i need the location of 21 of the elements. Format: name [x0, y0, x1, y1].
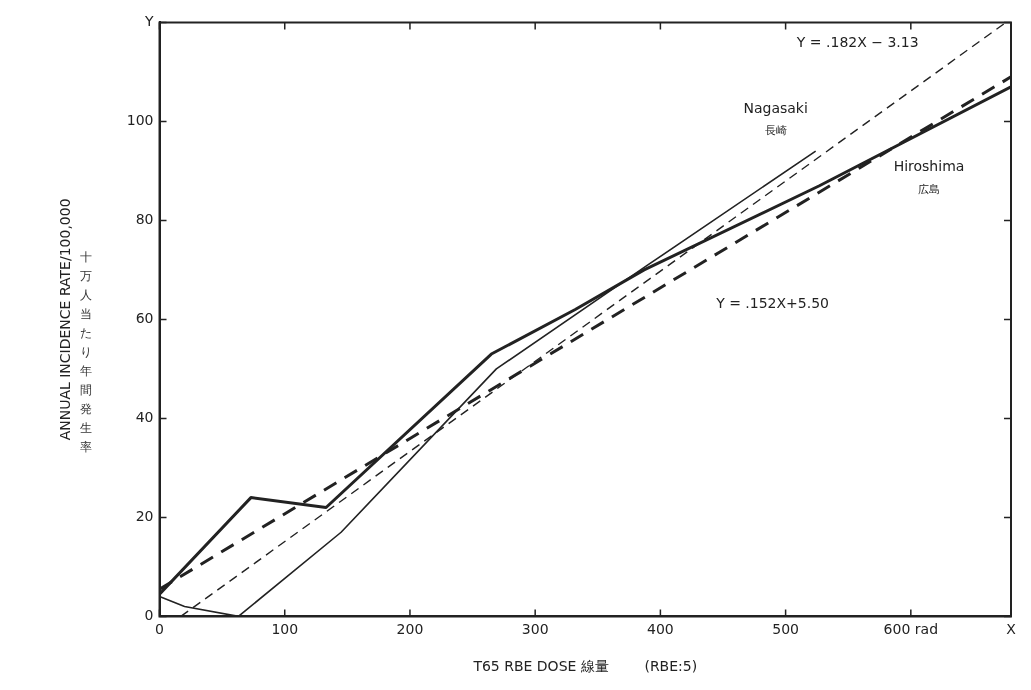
- x-tick-label: 300: [521, 621, 549, 638]
- series-label: Nagasaki 長崎: [743, 99, 808, 137]
- series-label: Hiroshima 広島: [893, 158, 965, 196]
- x-tick-label: 500: [772, 621, 799, 638]
- y-tick-label: 100: [126, 112, 154, 129]
- annotation: Y = .182X − 3.13: [795, 33, 919, 50]
- annotation: Y = .152X+5.50: [715, 295, 830, 312]
- x-tick-label: 400: [647, 621, 674, 638]
- x-tick-label: 200: [396, 621, 424, 638]
- y-tick-label: 60: [135, 310, 154, 327]
- x-tick-label: 600 rad: [883, 621, 939, 638]
- y-tick-label: 80: [135, 211, 154, 228]
- y-tick-label: 20: [135, 508, 154, 525]
- text: 十万人当たり年間発生率: [80, 250, 92, 454]
- x-axis-title: T65 RBE DOSE 線量 (RBE:5): [472, 658, 698, 675]
- y-tick-label: 40: [135, 409, 154, 426]
- y-tick-label: Y: [143, 13, 154, 30]
- x-tick-label: X: [1006, 621, 1017, 638]
- y-axis-title: ANNUAL INCIDENCE RATE/100,000: [57, 198, 74, 441]
- x-tick-label: 100: [271, 621, 299, 638]
- y-tick-label: 0: [144, 607, 154, 624]
